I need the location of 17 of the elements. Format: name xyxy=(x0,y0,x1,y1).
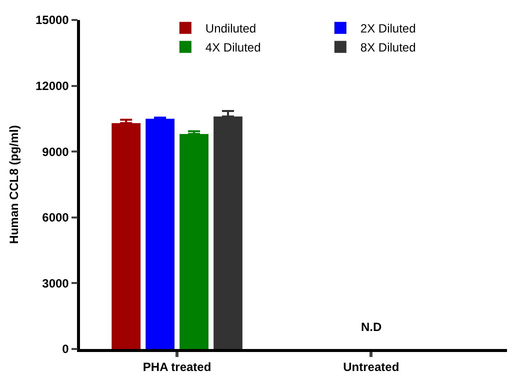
x-tick-label: PHA treated xyxy=(142,360,212,374)
annotation: N.D xyxy=(361,320,382,334)
y-tick-label: 6000 xyxy=(42,210,70,225)
legend-label: 2X Diluted xyxy=(360,22,416,36)
legend-label: Undiluted xyxy=(205,22,256,36)
legend-label: 8X Diluted xyxy=(360,40,416,55)
x-tick-label: Untreated xyxy=(343,360,400,374)
legend-label: 4X Diluted xyxy=(205,40,261,55)
y-tick-label: 12000 xyxy=(35,79,70,93)
y-tick-label: 9000 xyxy=(42,144,70,159)
y-tick-label: 3000 xyxy=(42,276,70,290)
y-tick-label: 0 xyxy=(62,342,70,356)
bar xyxy=(146,118,174,349)
bar xyxy=(180,134,208,349)
y-tick-label: 15000 xyxy=(35,13,70,28)
y-axis-title: Human CCL8 (pg/ml) xyxy=(6,125,21,244)
bar xyxy=(112,123,141,349)
